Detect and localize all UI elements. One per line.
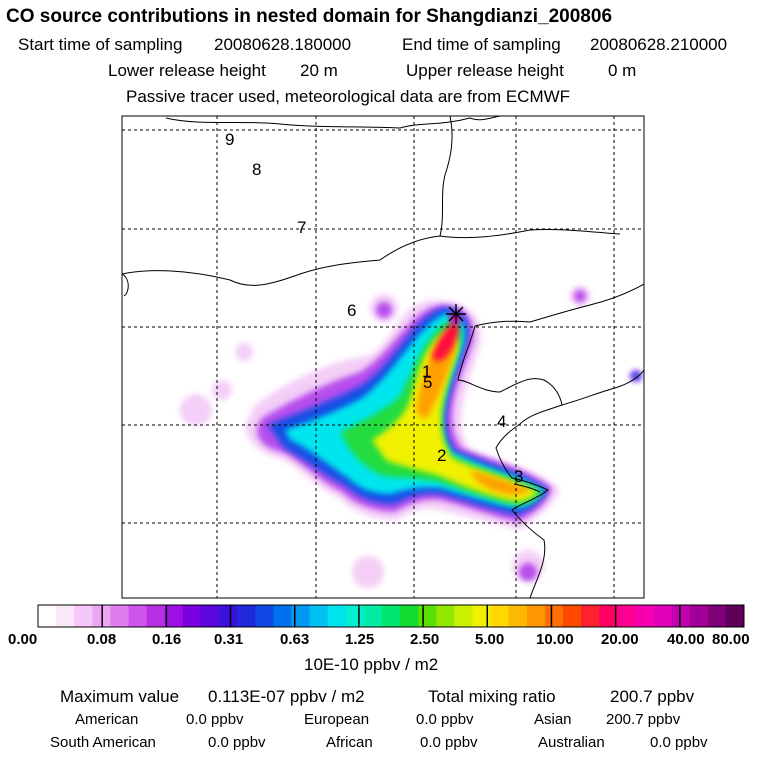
colorbar-tick-label: 0.63 bbox=[280, 631, 310, 648]
colorbar-cell bbox=[689, 605, 709, 627]
colorbar-cell bbox=[472, 605, 491, 627]
colorbar-cell bbox=[309, 605, 329, 627]
colorbar-cell bbox=[725, 605, 745, 627]
lower-release-label: Lower release height bbox=[108, 61, 266, 80]
colorbar-cell bbox=[562, 605, 582, 627]
colorbar-cell bbox=[237, 605, 256, 627]
contribution-value-african: 0.0 ppbv bbox=[420, 734, 478, 751]
grid-lines bbox=[122, 116, 644, 598]
colorbar-tick-label: 40.00 bbox=[667, 631, 705, 648]
colorbar-cell bbox=[671, 605, 691, 627]
contribution-name-south-american: South American bbox=[50, 734, 156, 751]
colorbar-cell bbox=[327, 605, 347, 627]
colorbar-cell bbox=[219, 605, 238, 627]
coastline-layer bbox=[122, 116, 644, 598]
region-label-3: 3 bbox=[514, 467, 524, 486]
region-label-9: 9 bbox=[225, 130, 235, 149]
max-value: 0.113E-07 ppbv / m2 bbox=[208, 687, 365, 706]
map-frame bbox=[121, 115, 645, 599]
contribution-name-european: European bbox=[304, 711, 370, 728]
total-mixing-value: 200.7 ppbv bbox=[610, 687, 695, 706]
colorbar-cell bbox=[128, 605, 148, 627]
colorbar-cell bbox=[707, 605, 727, 627]
colorbar-cell bbox=[255, 605, 274, 627]
colorbar-tick-label: 5.00 bbox=[475, 631, 505, 648]
contribution-value-european: 0.0 ppbv bbox=[416, 711, 474, 728]
region-label-8: 8 bbox=[252, 160, 262, 179]
lower-release-value: 20 m bbox=[300, 61, 338, 80]
colorbar-cell bbox=[200, 605, 220, 627]
colorbar-cell bbox=[400, 605, 419, 627]
contribution-value-american: 0.0 ppbv bbox=[186, 711, 244, 728]
colorbar-cell bbox=[418, 605, 437, 627]
colorbar-cell bbox=[363, 605, 383, 627]
region-label-4: 4 bbox=[497, 412, 507, 431]
colorbar bbox=[38, 605, 745, 627]
colorbar-cell bbox=[273, 605, 292, 627]
start-time-label: Start time of sampling bbox=[18, 35, 183, 54]
colorbar-tick-label: 0.31 bbox=[214, 631, 244, 648]
colorbar-cell bbox=[345, 605, 365, 627]
colorbar-cell bbox=[146, 605, 166, 627]
region-label-1: 1 bbox=[422, 362, 432, 381]
colorbar-tick-label: 1.25 bbox=[345, 631, 375, 648]
contribution-name-american: American bbox=[75, 711, 139, 728]
colorbar-cell bbox=[56, 605, 75, 627]
colorbar-tick-label: 0.00 bbox=[8, 631, 38, 648]
region-label-7: 7 bbox=[297, 218, 307, 237]
colorbar-tick-label: 0.08 bbox=[87, 631, 117, 648]
colorbar-cell bbox=[182, 605, 202, 627]
colorbar-unit: 10E-10 ppbv / m2 bbox=[304, 655, 439, 674]
contribution-name-australian: Australian bbox=[538, 734, 605, 751]
region-label-2: 2 bbox=[437, 446, 447, 465]
colorbar-tick-label: 10.00 bbox=[536, 631, 574, 648]
tracer-note: Passive tracer used, meteorological data… bbox=[126, 87, 571, 106]
colorbar-cell bbox=[381, 605, 401, 627]
upper-release-label: Upper release height bbox=[406, 61, 564, 80]
colorbar-cell bbox=[291, 605, 310, 627]
colorbar-cell bbox=[436, 605, 455, 627]
colorbar-cell bbox=[526, 605, 546, 627]
end-time-value: 20080628.210000 bbox=[590, 35, 728, 54]
contribution-value-asian: 200.7 ppbv bbox=[606, 711, 681, 728]
colorbar-tick-label: 2.50 bbox=[410, 631, 440, 648]
max-value-label: Maximum value bbox=[60, 687, 180, 706]
plume-layer bbox=[180, 286, 642, 588]
end-time-label: End time of sampling bbox=[402, 35, 561, 54]
receptor-marker bbox=[446, 304, 466, 324]
colorbar-cell bbox=[454, 605, 473, 627]
start-time-value: 20080628.180000 bbox=[214, 35, 352, 54]
colorbar-cell bbox=[490, 605, 510, 627]
colorbar-cell bbox=[38, 605, 57, 627]
colorbar-tick-label: 20.00 bbox=[601, 631, 639, 648]
colorbar-cell bbox=[74, 605, 93, 627]
colorbar-cell bbox=[635, 605, 654, 627]
colorbar-cell bbox=[653, 605, 672, 627]
chart-title: CO source contributions in nested domain… bbox=[6, 6, 613, 27]
colorbar-cell bbox=[164, 605, 184, 627]
colorbar-cell bbox=[617, 605, 636, 627]
colorbar-tick-label: 0.16 bbox=[152, 631, 182, 648]
colorbar-cell bbox=[581, 605, 600, 627]
contribution-name-african: African bbox=[326, 734, 373, 751]
region-label-6: 6 bbox=[347, 301, 357, 320]
colorbar-cell bbox=[508, 605, 528, 627]
region-label-5: 5 bbox=[423, 373, 433, 392]
total-mixing-label: Total mixing ratio bbox=[428, 687, 556, 706]
contribution-name-asian: Asian bbox=[534, 711, 572, 728]
colorbar-tick-label: 80.00 bbox=[712, 631, 750, 648]
colorbar-cell bbox=[110, 605, 129, 627]
contribution-value-australian: 0.0 ppbv bbox=[650, 734, 708, 751]
colorbar-frame bbox=[37, 604, 745, 628]
contribution-value-south-american: 0.0 ppbv bbox=[208, 734, 266, 751]
colorbar-cell bbox=[544, 605, 564, 627]
upper-release-value: 0 m bbox=[608, 61, 637, 80]
colorbar-cell bbox=[599, 605, 618, 627]
